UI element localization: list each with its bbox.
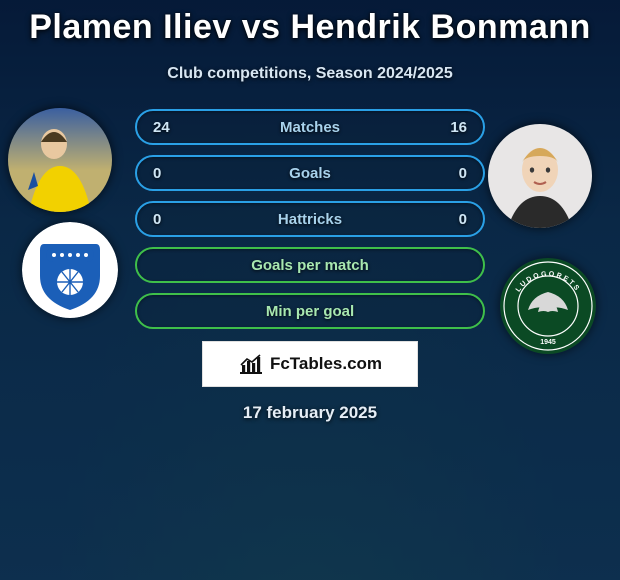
stats-list: 24 Matches 16 0 Goals 0 0 Hattricks 0 Goals per m… [0,109,620,329]
stat-row: 24 Matches 16 [135,109,485,145]
comparison-card: Plamen Iliev vs Hendrik Bonmann Club com… [0,0,620,580]
stat-value-right: 16 [437,119,467,136]
page-title: Plamen Iliev vs Hendrik Bonmann [0,0,620,47]
brand-text: FcTables.com [270,354,382,374]
stat-row: Goals per match [135,247,485,283]
date-label: 17 february 2025 [0,403,620,423]
chart-icon [238,353,264,375]
stat-row: Min per goal [135,293,485,329]
stat-row: 0 Hattricks 0 [135,201,485,237]
stat-value-left: 0 [153,211,183,228]
stat-label: Matches [280,119,340,136]
stat-value-right: 0 [437,165,467,182]
stat-row: 0 Goals 0 [135,155,485,191]
stat-label: Goals per match [251,257,369,274]
stat-value-left: 24 [153,119,183,136]
svg-text:1945: 1945 [540,339,556,346]
stat-label: Goals [289,165,331,182]
stat-value-left: 0 [153,165,183,182]
stat-label: Min per goal [266,303,354,320]
stat-label: Hattricks [278,211,342,228]
subtitle: Club competitions, Season 2024/2025 [0,65,620,83]
stat-value-right: 0 [437,211,467,228]
brand-badge[interactable]: FcTables.com [202,341,418,387]
